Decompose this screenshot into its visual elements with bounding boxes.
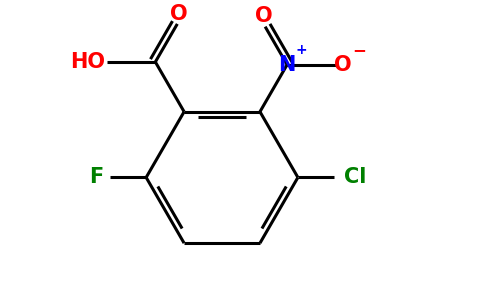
Text: N: N (278, 55, 296, 75)
Text: Cl: Cl (344, 167, 366, 188)
Text: F: F (89, 167, 103, 188)
Text: O: O (334, 55, 352, 75)
Text: O: O (255, 6, 272, 26)
Text: +: + (296, 43, 307, 57)
Text: O: O (170, 4, 188, 23)
Text: −: − (352, 41, 366, 59)
Text: HO: HO (70, 52, 105, 72)
